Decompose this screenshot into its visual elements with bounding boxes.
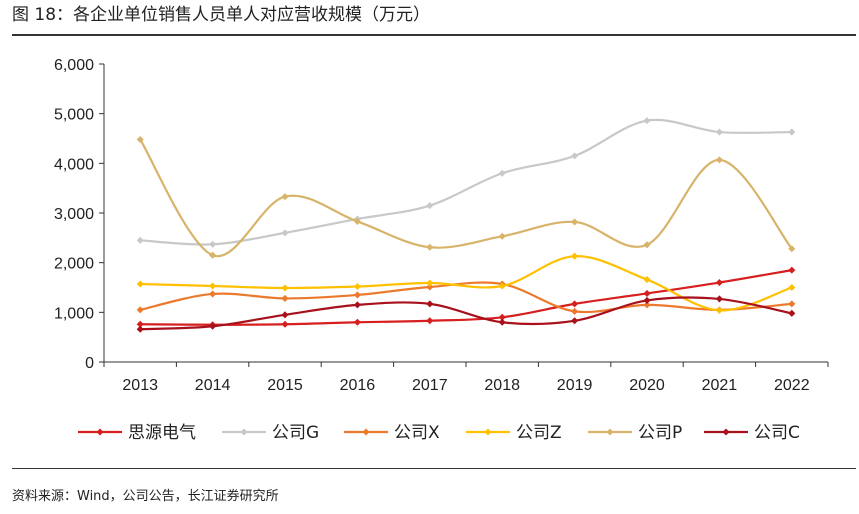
data-point — [209, 282, 217, 290]
title-rule — [12, 34, 856, 36]
y-tick-label: 3,000 — [54, 206, 94, 223]
data-point — [643, 289, 651, 297]
data-point — [209, 240, 217, 248]
data-point — [498, 282, 506, 290]
data-point — [788, 245, 796, 253]
data-point — [353, 291, 361, 299]
data-point — [426, 243, 434, 251]
data-point — [571, 218, 579, 226]
legend-marker — [240, 428, 248, 436]
data-point — [571, 307, 579, 315]
legend-label: 公司X — [394, 423, 440, 443]
x-tick-label: 2015 — [267, 377, 303, 394]
data-point — [498, 318, 506, 326]
data-point — [281, 229, 289, 237]
legend-label: 公司P — [638, 423, 682, 443]
data-point — [209, 290, 217, 298]
data-point — [643, 276, 651, 284]
data-point — [426, 317, 434, 325]
legend-marker — [362, 428, 370, 436]
data-point — [571, 300, 579, 308]
data-point — [136, 320, 144, 328]
data-point — [209, 251, 217, 259]
data-point — [426, 202, 434, 210]
data-point — [788, 128, 796, 136]
legend-marker — [484, 428, 492, 436]
series-line-2 — [139, 281, 792, 314]
data-point — [426, 283, 434, 291]
data-point — [571, 252, 579, 260]
data-point — [281, 311, 289, 319]
y-tick-label: 6,000 — [54, 57, 94, 74]
x-tick-label: 2016 — [340, 377, 376, 394]
x-tick-label: 2013 — [122, 377, 158, 394]
x-tick-label: 2021 — [702, 377, 738, 394]
data-point — [715, 278, 723, 287]
data-point — [788, 309, 796, 317]
legend-marker — [722, 428, 730, 436]
y-tick-label: 4,000 — [54, 156, 94, 173]
x-tick-label: 2014 — [195, 377, 231, 394]
data-point — [136, 325, 144, 333]
x-tick-label: 2019 — [557, 377, 593, 394]
y-tick-label: 0 — [85, 355, 94, 372]
data-point — [643, 241, 651, 249]
data-point — [426, 279, 434, 287]
data-point — [788, 283, 796, 292]
source-note: 资料来源：Wind，公司公告，长江证券研究所 — [12, 489, 279, 504]
data-point — [643, 301, 651, 309]
x-tick-label: 2020 — [629, 377, 665, 394]
source-rule — [12, 468, 856, 469]
data-point — [788, 266, 796, 274]
legend-label: 公司G — [272, 423, 319, 443]
legend-label: 公司C — [754, 423, 800, 443]
data-point — [209, 322, 217, 330]
y-tick-label: 5,000 — [54, 107, 94, 124]
series-line-1 — [140, 118, 792, 246]
data-point — [281, 294, 289, 302]
series-line-0 — [140, 269, 792, 326]
data-point — [426, 300, 434, 308]
data-point — [498, 313, 506, 321]
legend-marker — [96, 428, 104, 436]
line-chart: 0 1,000 2,000 3,000 4,000 5,000 6,000 2013 2014 2… — [54, 57, 829, 443]
data-point — [136, 135, 144, 144]
figure-title: 图 18：各企业单位销售人员单人对应营收规模（万元） — [12, 5, 431, 25]
x-tick-label: 2017 — [412, 377, 448, 394]
y-tick-label: 2,000 — [54, 256, 94, 273]
data-point — [715, 128, 723, 136]
legend-label: 思源电气 — [128, 423, 196, 443]
data-point — [498, 232, 506, 240]
data-point — [715, 156, 723, 164]
data-point — [353, 301, 361, 309]
data-point — [643, 296, 651, 304]
data-point — [136, 306, 144, 314]
x-tick-label: 2018 — [484, 377, 520, 394]
series-line-4 — [139, 138, 793, 258]
data-point — [136, 280, 144, 288]
data-point — [571, 152, 579, 160]
y-tick-label: 1,000 — [54, 305, 94, 322]
data-point — [353, 318, 361, 326]
data-point — [353, 282, 361, 291]
data-point — [281, 284, 289, 292]
x-tick-label: 2022 — [774, 377, 810, 394]
data-point — [281, 320, 289, 328]
data-point — [281, 193, 289, 201]
data-point — [498, 169, 506, 177]
data-point — [715, 306, 723, 314]
legend-label: 公司Z — [516, 423, 562, 443]
legend-marker — [606, 428, 614, 436]
data-point — [571, 317, 579, 325]
data-point — [788, 300, 796, 308]
data-point — [715, 295, 723, 303]
data-point — [643, 117, 651, 125]
data-point — [353, 217, 361, 225]
series-line-5 — [140, 296, 793, 331]
data-point — [136, 236, 144, 244]
